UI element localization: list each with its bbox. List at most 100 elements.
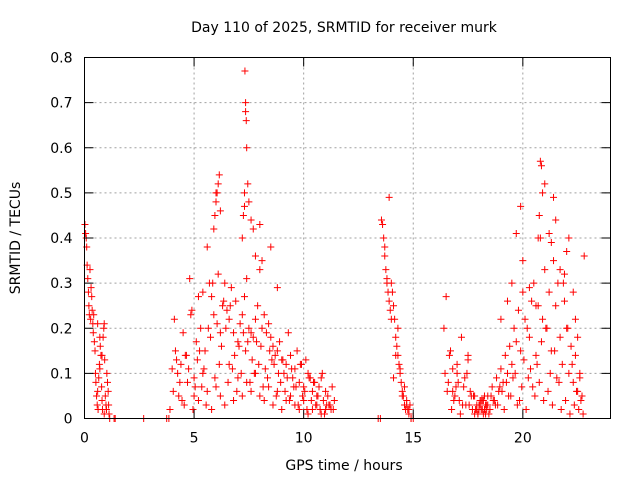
data-point: [269, 401, 277, 409]
data-point: [539, 315, 547, 323]
data-point: [100, 320, 108, 328]
data-point: [230, 396, 238, 404]
data-point: [213, 320, 221, 328]
data-point: [448, 405, 456, 413]
data-point: [395, 360, 403, 368]
y-tick-label: 0: [64, 412, 73, 428]
data-point: [87, 284, 95, 292]
data-point: [314, 392, 322, 400]
data-point: [267, 333, 275, 341]
grid-lines: [84, 57, 611, 419]
data-point: [453, 360, 461, 368]
data-point: [405, 405, 413, 413]
data-point: [322, 405, 330, 413]
data-point: [273, 347, 281, 355]
data-point: [528, 297, 536, 305]
data-point: [103, 369, 111, 377]
data-point: [168, 365, 176, 373]
data-point: [240, 202, 248, 210]
data-point: [322, 387, 330, 395]
data-point: [546, 369, 554, 377]
data-point: [575, 405, 583, 413]
data-point: [304, 410, 312, 418]
data-point: [245, 198, 253, 206]
data-point: [234, 374, 242, 382]
data-point: [577, 396, 585, 404]
data-point: [203, 387, 211, 395]
data-point: [208, 405, 216, 413]
data-point: [381, 243, 389, 251]
x-tick-label: 0: [80, 431, 89, 447]
data-point: [243, 144, 251, 152]
data-point: [262, 329, 270, 337]
data-point: [98, 383, 106, 391]
data-point: [483, 401, 491, 409]
data-point: [101, 392, 109, 400]
data-point: [272, 392, 280, 400]
data-point: [328, 383, 336, 391]
data-point: [90, 338, 98, 346]
data-point: [557, 405, 565, 413]
data-point: [226, 302, 234, 310]
data-point: [556, 333, 564, 341]
data-point: [464, 351, 472, 359]
data-point: [190, 374, 198, 382]
data-point: [460, 383, 468, 391]
data-point: [188, 306, 196, 314]
data-point: [551, 347, 559, 355]
data-point: [498, 387, 506, 395]
chart-title: Day 110 of 2025, SRMTID for receiver mur…: [191, 20, 498, 36]
data-point: [190, 392, 198, 400]
data-point: [197, 324, 205, 332]
data-point: [98, 396, 106, 404]
data-point: [547, 239, 555, 247]
data-point: [93, 401, 101, 409]
data-point: [89, 329, 97, 337]
data-point: [105, 401, 113, 409]
data-point: [459, 401, 467, 409]
data-point: [548, 401, 556, 409]
data-point: [225, 315, 233, 323]
data-point: [230, 329, 238, 337]
data-point: [514, 306, 522, 314]
data-point: [571, 351, 579, 359]
data-point: [475, 401, 483, 409]
data-point: [524, 374, 532, 382]
data-point: [234, 338, 242, 346]
y-tick-label: 0.2: [50, 321, 72, 337]
data-point: [536, 157, 544, 165]
data-point: [539, 189, 547, 197]
data-point: [500, 405, 508, 413]
data-point: [185, 365, 193, 373]
data-point: [532, 302, 540, 310]
data-point: [454, 378, 462, 386]
data-point: [231, 351, 239, 359]
data-point: [242, 99, 250, 107]
data-point: [282, 396, 290, 404]
data-point: [574, 333, 582, 341]
data-point: [270, 360, 278, 368]
data-point: [573, 387, 581, 395]
data-point: [576, 374, 584, 382]
data-point: [189, 405, 197, 413]
data-point: [283, 374, 291, 382]
data-point: [260, 311, 268, 319]
data-point: [555, 378, 563, 386]
data-point: [277, 378, 285, 386]
data-point: [96, 342, 104, 350]
data-point: [519, 288, 527, 296]
data-point: [216, 207, 224, 215]
data-point: [178, 396, 186, 404]
data-point: [237, 369, 245, 377]
data-point: [207, 333, 215, 341]
data-point: [580, 252, 588, 260]
data-point: [525, 333, 533, 341]
data-point: [452, 383, 460, 391]
data-point: [204, 324, 212, 332]
data-point: [93, 392, 101, 400]
data-point: [95, 374, 103, 382]
data-point: [510, 324, 518, 332]
data-point: [566, 410, 574, 418]
data-point: [571, 315, 579, 323]
